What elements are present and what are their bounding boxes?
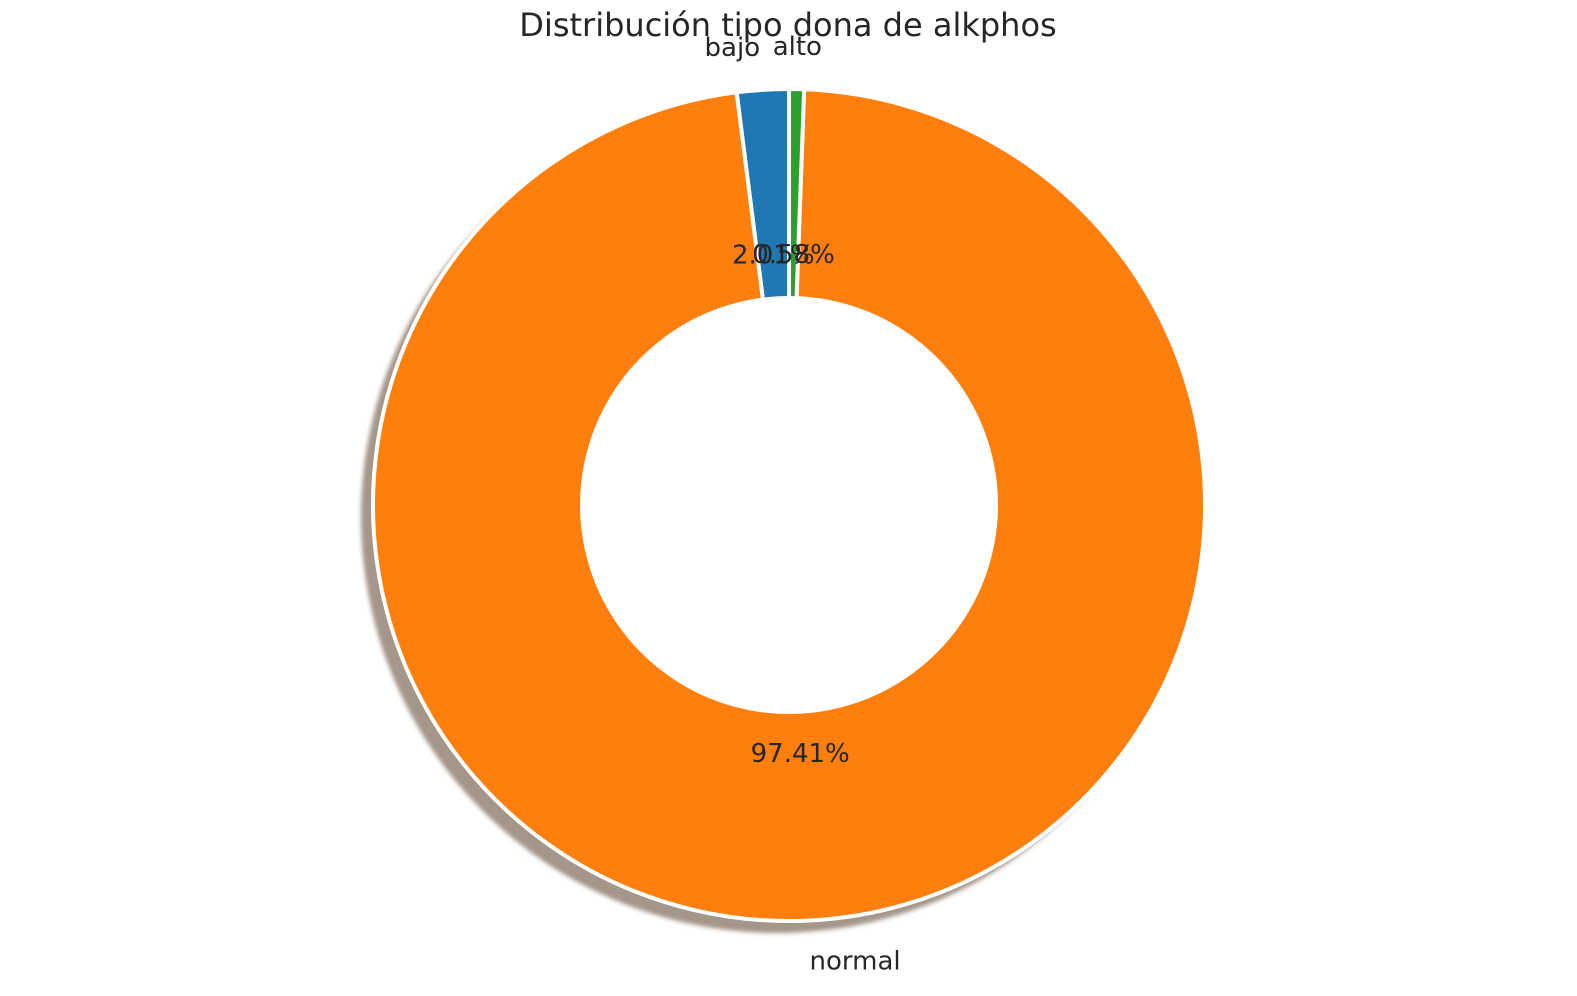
slice-percent-label-alto: 0.58%: [752, 240, 835, 270]
slice-category-label-normal: normal: [810, 947, 901, 977]
donut-hole: [580, 296, 998, 714]
slice-labels: bajo 2.01% normal 97.41% alto 0.58%: [705, 32, 901, 977]
chart-title: Distribución tipo dona de alkphos: [519, 6, 1056, 44]
slice-percent-label-bajo: 2.01%: [732, 240, 815, 270]
slice-category-label-alto: alto: [773, 32, 822, 62]
slice-percent-label-normal: 97.41%: [751, 739, 850, 769]
slice-category-label-bajo: bajo: [705, 33, 761, 63]
